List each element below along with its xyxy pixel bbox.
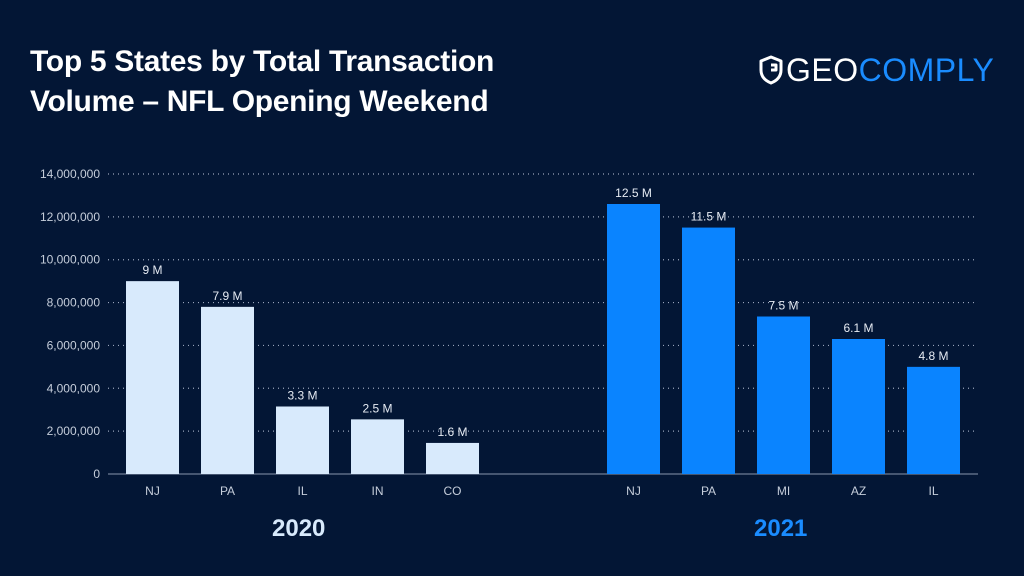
data-label: 6.1 M: [843, 321, 873, 335]
x-tick-label: PA: [701, 484, 716, 498]
group-label-2021: 2021: [754, 515, 808, 542]
data-label: 7.5 M: [768, 299, 798, 313]
x-tick-label: PA: [220, 484, 235, 498]
data-label: 2.5 M: [362, 401, 392, 415]
bar-2021-AZ: [832, 339, 885, 474]
bar-2021-MI: [757, 316, 810, 474]
bar-2020-CO: [426, 442, 479, 474]
x-tick-label: NJ: [145, 484, 160, 498]
y-tick-label: 10,000,000: [40, 253, 100, 267]
y-tick-label: 8,000,000: [47, 296, 101, 310]
title-line-2: Volume – NFL Opening Weekend: [30, 85, 489, 118]
bar-2020-IL: [276, 406, 329, 474]
group-label-2020: 2020: [272, 515, 326, 542]
shield-icon: [759, 55, 783, 85]
bar-2020-NJ: [126, 281, 179, 474]
data-label: 1.6 M: [437, 425, 467, 439]
x-tick-label: IL: [297, 484, 307, 498]
y-tick-label: 14,000,000: [40, 167, 100, 181]
bar-2020-PA: [201, 306, 254, 474]
data-label: 11.5 M: [691, 210, 727, 224]
y-tick-label: 4,000,000: [47, 381, 101, 395]
x-tick-label: IL: [928, 484, 938, 498]
data-label: 9 M: [142, 263, 162, 277]
data-label: 4.8 M: [918, 349, 948, 363]
y-tick-label: 2,000,000: [47, 424, 101, 438]
bar-2021-PA: [682, 227, 735, 474]
x-tick-label: CO: [444, 484, 462, 498]
title-line-1: Top 5 States by Total Transaction: [30, 45, 495, 78]
x-tick-label: IN: [372, 484, 384, 498]
y-tick-label: 0: [93, 467, 100, 481]
data-label: 3.3 M: [287, 389, 317, 403]
logo-part-2: COMPLY: [858, 52, 995, 88]
geocomply-logo: GEO COMPLY: [758, 52, 994, 88]
logo-part-1: GEO: [786, 52, 859, 88]
data-label: 12.5 M: [615, 186, 652, 200]
y-tick-label: 6,000,000: [47, 338, 101, 352]
x-tick-label: AZ: [851, 484, 866, 498]
y-tick-label: 12,000,000: [40, 210, 100, 224]
bar-2021-IL: [907, 366, 960, 474]
bar-2021-NJ: [607, 204, 660, 474]
bar-2020-IN: [351, 419, 404, 474]
x-tick-label: NJ: [626, 484, 641, 498]
chart-title: Top 5 States by Total Transaction Volume…: [30, 42, 494, 122]
x-tick-label: MI: [777, 484, 790, 498]
data-label: 7.9 M: [212, 289, 242, 303]
